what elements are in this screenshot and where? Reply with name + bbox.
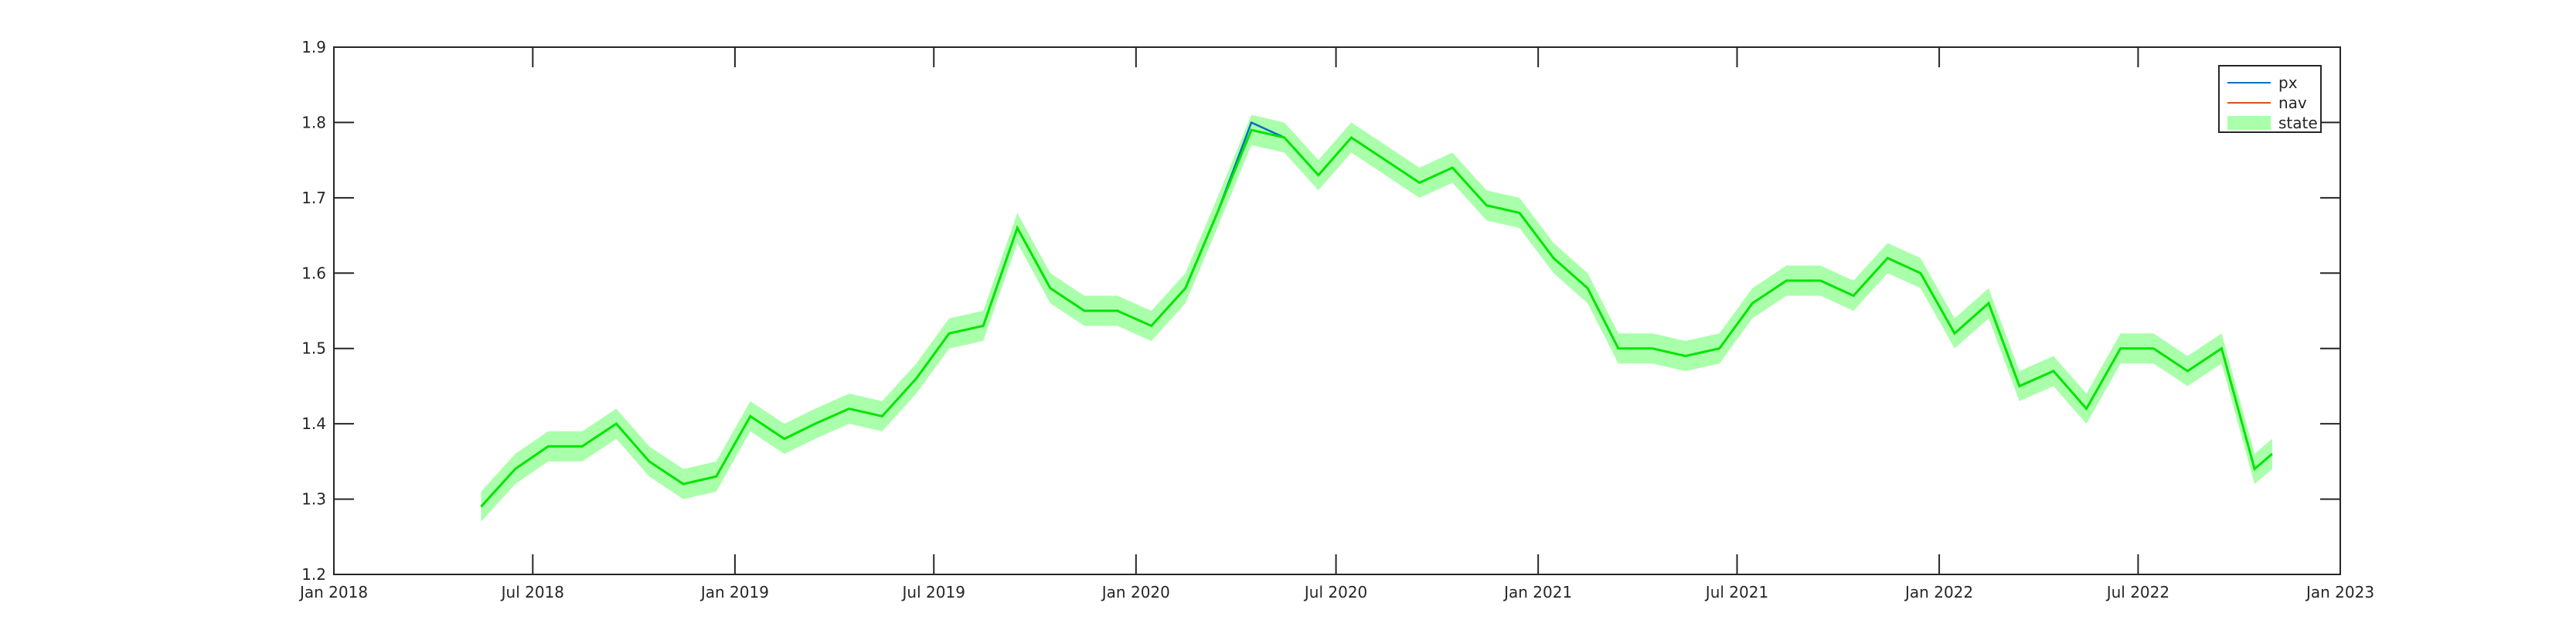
y-tick-label: 1.3 [301, 490, 326, 509]
legend-entry-nav: nav [2227, 93, 2307, 113]
legend-entry-state: state [2227, 113, 2318, 133]
x-tick-label: Jan 2021 [1502, 583, 1572, 601]
x-tick-label: Jul 2018 [500, 583, 564, 601]
x-tick-label: Jan 2019 [699, 583, 769, 601]
x-tick-label: Jan 2023 [2305, 583, 2374, 601]
legend-swatch-px [2227, 82, 2271, 83]
y-tick-label: 1.9 [301, 38, 326, 56]
plot-area [333, 46, 2341, 575]
x-tick-label: Jan 2020 [1101, 583, 1170, 601]
legend-swatch-state [2227, 116, 2271, 130]
y-tick-label: 1.4 [301, 414, 326, 433]
y-tick-label: 1.2 [301, 565, 326, 584]
x-tick-label: Jan 2018 [298, 583, 368, 601]
state-band [481, 114, 2272, 522]
legend-label-nav: nav [2278, 94, 2307, 112]
y-tick-label: 1.6 [301, 264, 326, 282]
series-line-state [480, 128, 2273, 508]
x-tick-label: Jul 2021 [1704, 583, 1768, 601]
legend-label-px: px [2278, 73, 2298, 92]
x-tick-label: Jul 2019 [901, 583, 965, 601]
legend-entry-px: px [2227, 73, 2298, 93]
y-tick-label: 1.7 [301, 189, 326, 207]
x-tick-label: Jul 2020 [1303, 583, 1367, 601]
y-tick-label: 1.8 [301, 113, 326, 131]
x-tick-label: Jul 2022 [2105, 583, 2169, 601]
legend-label-state: state [2278, 114, 2318, 132]
legend: px nav state [2218, 65, 2322, 133]
legend-swatch-nav [2227, 102, 2271, 104]
y-tick-label: 1.5 [301, 339, 326, 358]
x-tick-label: Jan 2022 [1904, 583, 1973, 601]
